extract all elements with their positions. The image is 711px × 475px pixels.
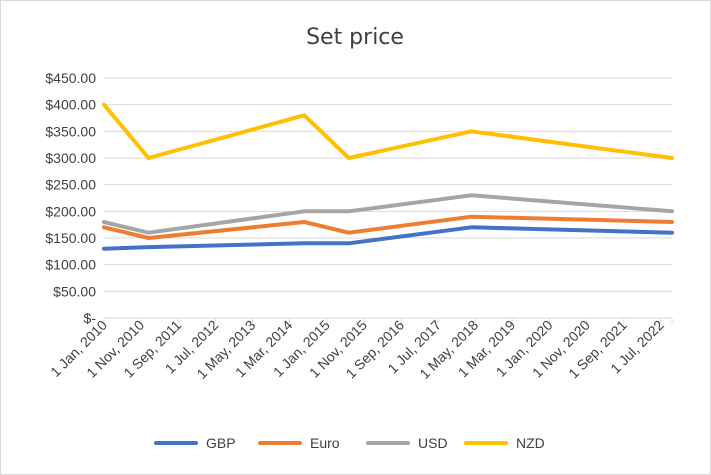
y-tick-label: $200.00 [45,203,96,219]
y-tick-label: $350.00 [45,123,96,139]
y-tick-label: $100.00 [45,257,96,273]
gridlines [104,77,672,319]
y-tick-label: $300.00 [45,150,96,166]
series-line-gbp [102,225,674,251]
y-tick-label: $- [84,310,97,326]
y-tick-label: $150.00 [45,230,96,246]
y-tick-label: $50.00 [53,283,96,299]
y-tick-label: $450.00 [45,70,96,86]
y-tick-label: $250.00 [45,177,96,193]
legend: GBP Euro USD NZD [154,435,545,451]
series-line-euro [102,214,674,240]
legend-label: USD [418,435,448,451]
y-tick-label: $400.00 [45,97,96,113]
legend-label: GBP [206,435,236,451]
legend-label: NZD [516,435,545,451]
legend-label: Euro [310,435,340,451]
y-axis-ticks: $- $50.00 $100.00 $150.00 $200.00 $250.00 $300… [45,70,96,326]
chart-title: Set price [306,25,404,50]
series-line-usd [102,193,674,235]
series-line-nzd [102,102,674,160]
series-lines [102,102,674,251]
